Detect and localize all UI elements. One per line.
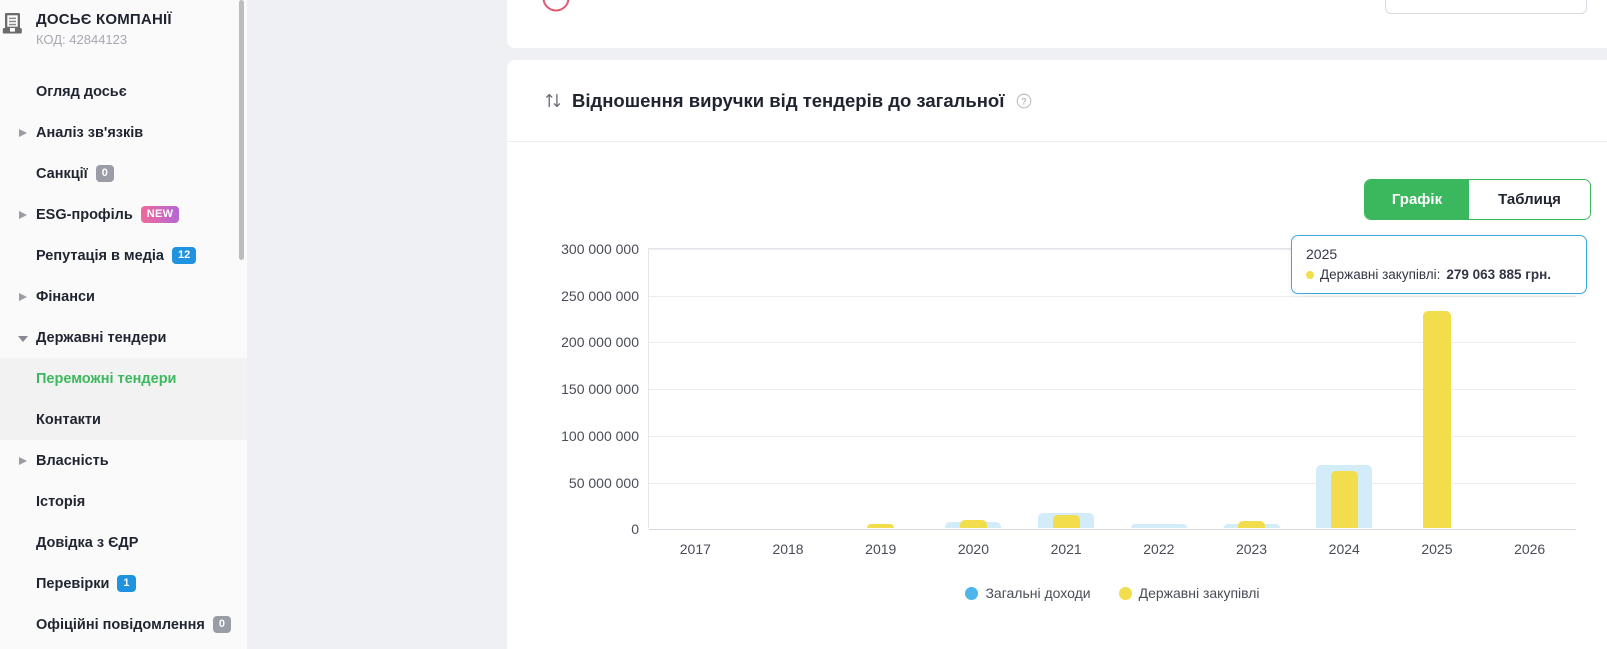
svg-text:?: ? xyxy=(1022,96,1027,106)
